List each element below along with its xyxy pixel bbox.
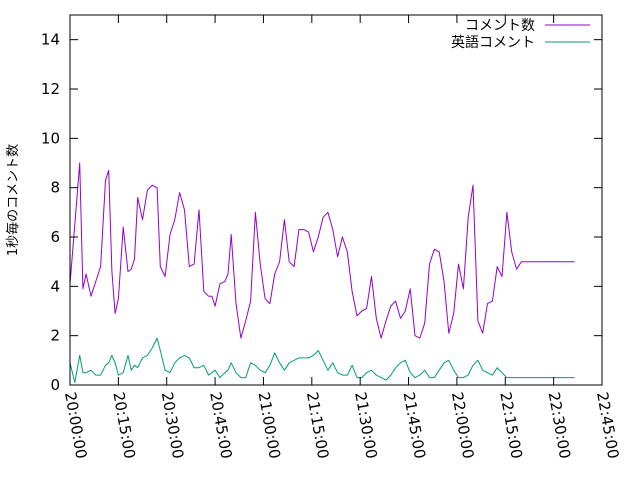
x-tick-label: 22:30:00 [545,391,574,460]
x-tick-label: 20:15:00 [109,391,138,460]
y-axis-label: 1秒毎のコメント数 [5,144,21,256]
plot-lines [69,162,575,383]
y-tick-label: 10 [41,129,60,147]
legend-label: コメント数 [465,18,535,34]
y-tick-label: 6 [50,228,60,246]
y-tick-label: 14 [41,31,60,49]
x-tick-label: 20:00:00 [61,391,90,460]
x-tick-label: 21:30:00 [351,391,380,460]
x-tick-label: 20:30:00 [158,391,187,460]
x-tick-label: 20:45:00 [206,391,235,460]
x-tick-label: 21:45:00 [400,391,429,460]
y-tick-label: 4 [50,277,60,295]
series-line-1 [69,337,575,383]
x-tick-label: 22:45:00 [593,391,622,460]
y-tick-label: 8 [50,179,60,197]
x-tick-label: 21:15:00 [303,391,332,460]
legend-label: 英語コメント [451,34,535,51]
plot-frame [69,14,603,386]
x-tick-label: 21:00:00 [255,391,284,460]
y-tick-label: 12 [41,80,60,98]
y-axis: 0 2 4 6 8 10 12 14 [41,31,602,394]
x-tick-label: 22:15:00 [496,391,525,460]
y-tick-label: 2 [50,327,60,345]
series-line-0 [69,162,575,339]
x-tick-label: 22:00:00 [448,391,477,460]
y-tick-label: 0 [50,376,60,394]
